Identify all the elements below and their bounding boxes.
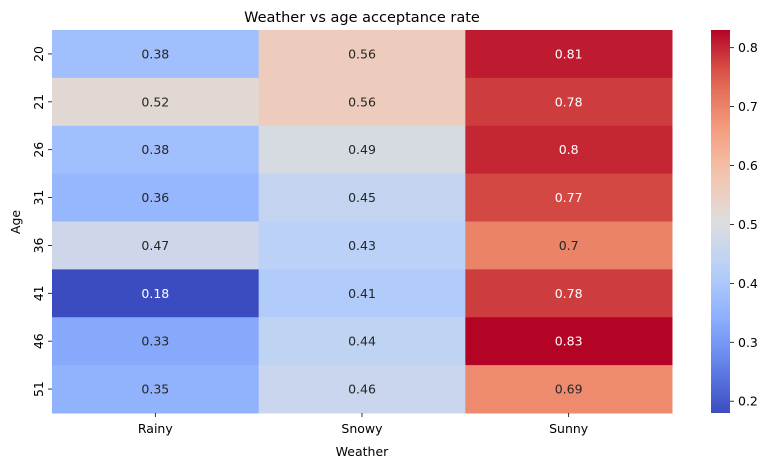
colorbar-tick-label: 0.2 xyxy=(738,394,758,409)
cell-annotation: 0.49 xyxy=(348,142,376,157)
colorbar: 0.2 0.3 0.4 0.5 0.6 0.7 0.8 xyxy=(711,30,758,413)
x-tick-label: Snowy xyxy=(341,421,383,436)
cell-annotation: 0.46 xyxy=(348,382,376,397)
cell-annotation: 0.81 xyxy=(555,46,583,61)
heatmap-cell xyxy=(258,365,466,414)
heatmap-cell xyxy=(465,269,673,318)
cell-annotation: 0.69 xyxy=(555,382,583,397)
colorbar-tick-label: 0.6 xyxy=(738,158,758,173)
cell-annotation: 0.56 xyxy=(348,94,376,109)
heatmap-cells xyxy=(52,30,673,414)
cell-annotation: 0.83 xyxy=(555,334,583,349)
cell-annotation: 0.44 xyxy=(348,334,376,349)
cell-annotations: 0.38 0.56 0.81 0.52 0.56 0.78 0.38 0.49 0.8 0.36 0… xyxy=(141,46,582,396)
heatmap-cell xyxy=(52,30,260,79)
heatmap-cell xyxy=(465,173,673,222)
x-axis: Rainy Snowy Sunny xyxy=(138,413,589,436)
cell-annotation: 0.45 xyxy=(348,190,376,205)
heatmap-cell xyxy=(52,173,260,222)
y-tick-label: 46 xyxy=(31,333,46,349)
heatmap-cell xyxy=(52,125,260,175)
y-tick-label: 51 xyxy=(31,381,46,397)
colorbar-tick-label: 0.7 xyxy=(738,99,758,114)
x-axis-label: Weather xyxy=(336,444,389,459)
y-tick-label: 36 xyxy=(31,237,46,253)
cell-annotation: 0.8 xyxy=(559,142,579,157)
y-axis: 20 21 26 31 36 41 46 51 xyxy=(31,46,52,397)
heatmap-cell xyxy=(52,317,260,366)
cell-annotation: 0.7 xyxy=(559,238,579,253)
heatmap-cell xyxy=(52,221,260,270)
heatmap-cell xyxy=(258,221,466,270)
colorbar-ticks: 0.2 0.3 0.4 0.5 0.6 0.7 0.8 xyxy=(730,40,758,409)
y-axis-label: Age xyxy=(8,210,23,234)
heatmap-cell xyxy=(465,77,673,127)
heatmap-cell xyxy=(465,365,673,414)
cell-annotation: 0.43 xyxy=(348,238,376,253)
y-tick-label: 31 xyxy=(31,190,46,206)
cell-annotation: 0.35 xyxy=(141,382,169,397)
heatmap-cell xyxy=(465,30,673,79)
heatmap-cell xyxy=(52,365,260,414)
cell-annotation: 0.41 xyxy=(348,286,376,301)
cell-annotation: 0.36 xyxy=(141,190,169,205)
colorbar-tick-label: 0.3 xyxy=(738,335,758,350)
cell-annotation: 0.78 xyxy=(555,286,583,301)
cell-annotation: 0.47 xyxy=(141,238,169,253)
x-tick-label: Rainy xyxy=(138,421,173,436)
heatmap-cell xyxy=(258,77,466,127)
heatmap-cell xyxy=(258,173,466,222)
cell-annotation: 0.52 xyxy=(141,94,169,109)
cell-annotation: 0.33 xyxy=(141,334,169,349)
heatmap-cell xyxy=(465,317,673,366)
cell-annotation: 0.78 xyxy=(555,94,583,109)
chart-title: Weather vs age acceptance rate xyxy=(244,10,480,26)
heatmap-cell xyxy=(52,269,260,318)
colorbar-tick-label: 0.5 xyxy=(738,217,758,232)
x-tick-label: Sunny xyxy=(549,421,589,436)
colorbar-gradient xyxy=(711,30,730,413)
y-tick-label: 20 xyxy=(31,46,46,62)
y-tick-label: 26 xyxy=(31,142,46,158)
cell-annotation: 0.38 xyxy=(141,142,169,157)
cell-annotation: 0.56 xyxy=(348,46,376,61)
heatmap-cell xyxy=(52,77,260,127)
heatmap-cell xyxy=(465,221,673,270)
colorbar-tick-label: 0.4 xyxy=(738,276,758,291)
heatmap-cell xyxy=(465,125,673,175)
heatmap-cell xyxy=(258,30,466,79)
cell-annotation: 0.38 xyxy=(141,46,169,61)
heatmap-cell xyxy=(258,269,466,318)
colorbar-tick-label: 0.8 xyxy=(738,40,758,55)
heatmap-cell xyxy=(258,317,466,366)
cell-annotation: 0.77 xyxy=(555,190,583,205)
y-tick-label: 21 xyxy=(31,94,46,110)
cell-annotation: 0.18 xyxy=(141,286,169,301)
y-tick-label: 41 xyxy=(31,285,46,301)
heatmap-cell xyxy=(258,125,466,175)
